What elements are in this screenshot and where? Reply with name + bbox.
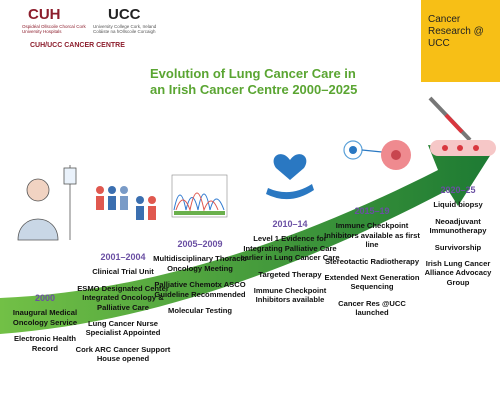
milestone: Level 1 Evidence for Integrating Palliat… [240,234,340,263]
milestone: Neoadjuvant Immunotherapy [429,216,487,236]
period-label: 2015–19 [354,206,390,216]
period-label: 2020–25 [440,185,476,195]
badge-text: Cancer Research @ UCC [428,14,484,49]
milestone: Immune Checkpoint Inhibitors available a… [324,221,420,250]
period: 2015–19 Immune Checkpoint Inhibitors avai… [324,206,420,325]
milestone: Multidisciplinary Thoracic Oncology Meet… [153,254,247,273]
milestone: Extended Next Generation Sequencing [324,273,420,292]
milestone: Stereotactic Radiotherapy [324,256,420,266]
milestone: Clinical Trial Unit [92,267,154,277]
period: 2020–25 Liquid biopsy Neoadjuvant Immunoth… [414,185,500,294]
milestone: Immune Checkpoint Inhibitors available [253,286,327,305]
milestone: Irish Lung Cancer Alliance Advocacy Grou… [424,259,492,287]
care-icon [266,154,314,200]
cuh-subtitle: Ospidéal Ollscoile Chorcaí Cork Universi… [22,24,86,34]
milestone: Electronic Health Record [13,334,77,353]
milestone: Targeted Therapy [258,269,322,279]
ucc-subtitle: University College Cork, Ireland Coláist… [93,24,157,34]
title: Evolution of Lung Cancer Care in an Iris… [150,66,358,97]
cuh-logo: CUH [28,6,61,23]
ucc-logo: UCC [108,6,141,23]
milestone: Molecular Testing [168,306,232,316]
period-label: 2010–14 [272,219,308,229]
period-label: 2001–2004 [100,252,146,262]
period-label: 2000 [34,293,56,303]
people-icon [96,186,156,220]
period: 2005–2009 Multidisciplinary Thoracic Onco… [153,239,247,322]
sequencing-icon [171,174,228,218]
milestone: Lung Cancer Nurse Specialist Appointed [85,319,161,338]
milestone: Liquid biopsy [433,200,483,210]
badge-box [421,0,500,82]
period: 2001–2004 Clinical Trial Unit ESMO Designa… [74,252,172,371]
period: 2000 Inaugural Medical Oncology Service El… [0,293,90,360]
period-label: 2005–2009 [177,239,223,249]
milestone: ESMO Designated Center Integrated Oncolo… [77,283,169,312]
timeline-arrow [0,145,493,334]
milestone: Cork ARC Cancer Support House opened [75,344,171,364]
cells-icon [343,140,411,170]
period: 2010–14 Level 1 Evidence for Integrating … [240,219,340,312]
milestone: Palliative Chemotx ASCO Guideline Recomm… [154,280,246,299]
milestone: Inaugural Medical Oncology Service [12,308,78,327]
centre-name: CUH/UCC CANCER CENTRE [30,42,125,49]
milestone: Cancer Res @UCC launched [338,298,406,318]
patient-icon [17,165,77,241]
milestone: Survivorship [434,242,482,252]
syringe-icon [428,96,496,156]
